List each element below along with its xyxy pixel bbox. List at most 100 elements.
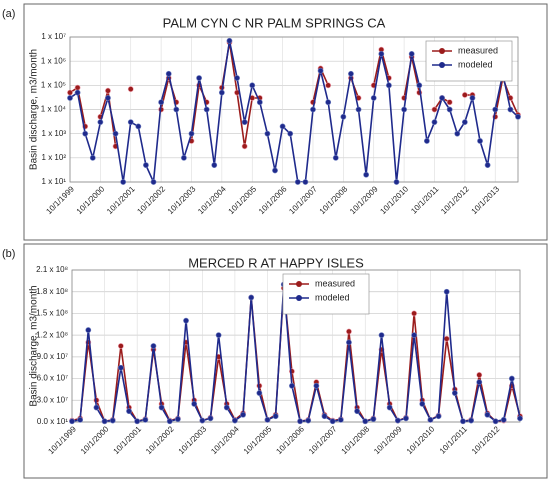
data-point [241, 119, 248, 126]
data-point [272, 167, 278, 174]
x-tick-label: 10/1/2001 [112, 424, 144, 456]
data-point [74, 84, 81, 91]
data-point [431, 119, 438, 126]
data-point [191, 401, 198, 407]
data-point [403, 415, 409, 422]
y-tick-label: 1.8 x 10⁸ [36, 287, 68, 296]
y-tick-label: 1.5 x 10⁸ [36, 309, 68, 318]
x-tick-label: 10/1/1999 [46, 424, 78, 456]
data-point [67, 95, 73, 101]
data-point [370, 416, 377, 423]
y-tick-label: 1.2 x 10⁸ [36, 330, 68, 339]
data-point [142, 416, 149, 423]
data-point [416, 82, 423, 89]
data-point [297, 418, 303, 425]
legend-label: measured [315, 278, 355, 288]
data-point [484, 162, 491, 169]
data-point [248, 294, 255, 301]
data-point [165, 70, 172, 77]
x-tick-label: 10/1/2004 [196, 184, 228, 216]
y-axis-label: Basin discharge, m3/month [29, 285, 40, 406]
legend-box [425, 40, 513, 82]
data-point [256, 99, 263, 106]
data-point [461, 92, 468, 98]
x-tick-label: 10/1/1999 [44, 184, 76, 216]
legend-label: modeled [458, 59, 493, 69]
y-tick-label: 1 x 10¹ [42, 177, 67, 186]
y-tick-label: 1 x 10² [42, 153, 67, 162]
x-tick-label: 10/1/2008 [318, 184, 350, 216]
x-tick-label: 10/1/2013 [470, 184, 502, 216]
data-point [313, 382, 320, 389]
x-tick-label: 10/1/2002 [135, 184, 167, 216]
data-point [346, 339, 352, 346]
y-tick-label: 1 x 10⁴ [41, 105, 67, 114]
y-tick-label: 1 x 10⁵ [41, 80, 66, 89]
data-point [117, 364, 124, 371]
x-tick-label: 10/1/2010 [378, 184, 410, 216]
y-tick-label: 1 x 10⁶ [41, 56, 66, 65]
data-point [105, 87, 111, 94]
x-tick-label: 10/1/2009 [348, 184, 380, 216]
data-point [476, 372, 483, 378]
data-point [517, 415, 523, 422]
data-point [93, 404, 100, 411]
data-point [74, 89, 81, 96]
x-tick-label: 10/1/2009 [372, 424, 404, 456]
data-point [85, 327, 92, 333]
data-point [325, 99, 332, 106]
data-point [120, 179, 127, 185]
x-tick-label: 10/1/2005 [242, 424, 274, 456]
data-point [362, 418, 369, 425]
data-point [500, 416, 507, 423]
data-point [355, 106, 362, 113]
legend-label: measured [458, 45, 498, 55]
data-point [109, 417, 116, 424]
data-point [411, 332, 418, 339]
data-point [134, 418, 141, 425]
data-point [232, 417, 238, 424]
data-point [484, 411, 491, 418]
x-tick-label: 10/1/2006 [257, 184, 289, 216]
data-point [158, 99, 165, 106]
data-point [166, 418, 173, 425]
data-point [143, 162, 149, 169]
data-point [321, 413, 328, 420]
data-point [476, 379, 483, 386]
data-point [393, 179, 400, 185]
data-point [454, 130, 461, 137]
data-point [126, 408, 132, 415]
y-tick-label: 0.0 x 10¹ [37, 417, 68, 426]
y-tick-label: 1 x 10⁷ [41, 32, 66, 41]
data-point [180, 154, 187, 161]
data-point [310, 106, 316, 113]
data-point [468, 417, 475, 424]
x-tick-label: 10/1/2003 [166, 184, 198, 216]
data-point [82, 130, 89, 137]
data-point [378, 332, 385, 339]
legend-marker [296, 295, 302, 301]
y-tick-label: 6.0 x 10⁷ [37, 374, 68, 383]
data-point [249, 82, 256, 89]
data-point [477, 138, 483, 144]
data-point [446, 99, 453, 106]
data-point [127, 86, 134, 92]
x-tick-label: 10/1/2001 [105, 184, 137, 216]
data-point [419, 401, 426, 407]
data-point [112, 130, 119, 137]
data-point [423, 138, 430, 144]
data-point [469, 95, 476, 101]
plot-frame [69, 36, 519, 183]
plot-frame [71, 269, 521, 423]
data-point [218, 89, 225, 96]
data-point [77, 416, 84, 423]
data-point [287, 130, 294, 137]
data-point [507, 106, 514, 113]
data-point [443, 335, 450, 342]
y-tick-label: 9.0 x 10⁷ [37, 352, 68, 361]
data-point [234, 75, 240, 81]
x-tick-label: 10/1/2004 [209, 424, 241, 456]
data-point [188, 130, 195, 137]
panel-label: (b) [2, 248, 15, 260]
